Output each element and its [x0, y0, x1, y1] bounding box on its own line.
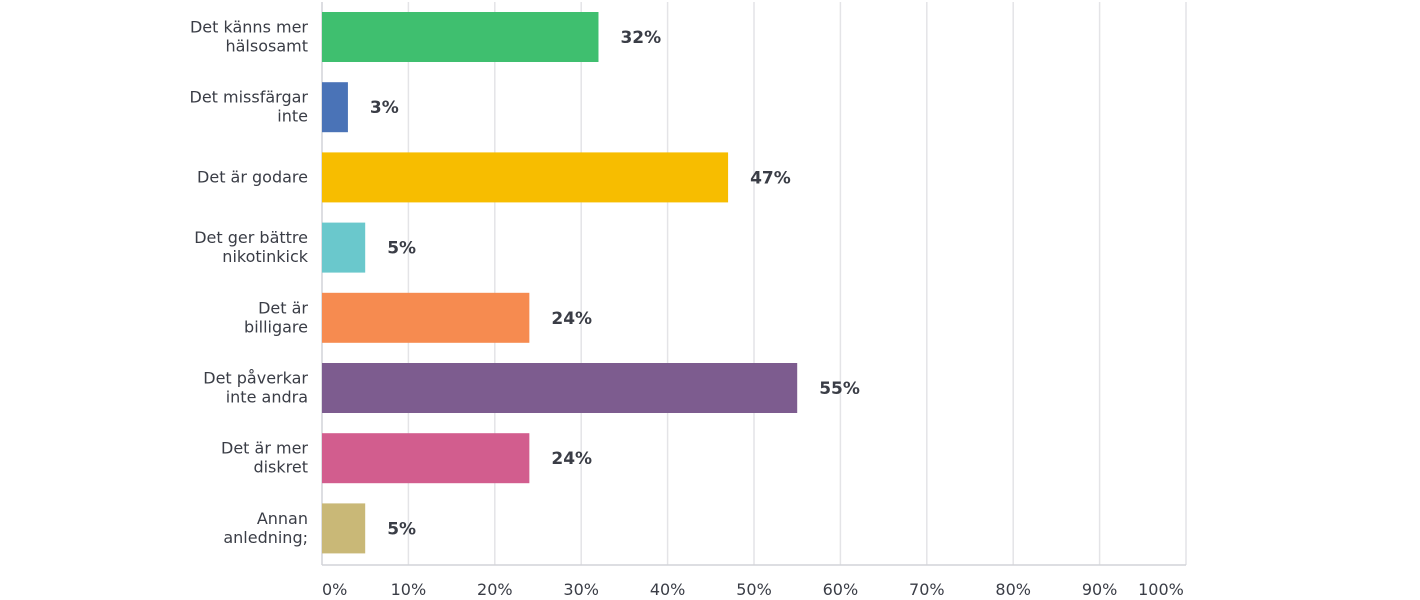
- value-label-4: 24%: [551, 309, 592, 329]
- category-label-line: Det är godare: [197, 167, 308, 186]
- value-label-3: 5%: [387, 239, 416, 259]
- bar-0: [322, 12, 599, 62]
- bar-4: [322, 292, 530, 343]
- category-label-line: anledning;: [223, 528, 308, 547]
- x-tick-label-90: 90%: [1082, 580, 1118, 599]
- category-label-line: billigare: [244, 317, 308, 336]
- bar-2: [322, 152, 729, 203]
- category-label-line: Det känns mer: [190, 18, 308, 37]
- x-tick-label-30: 30%: [563, 580, 599, 599]
- category-label-5: Det påverkar inte andra: [203, 369, 308, 407]
- value-label-1: 3%: [370, 98, 399, 118]
- bars: [322, 12, 798, 554]
- value-label-5: 55%: [819, 379, 860, 399]
- category-label-line: inte: [277, 107, 308, 126]
- x-tick-label-40: 40%: [650, 580, 686, 599]
- category-label-line: Det missfärgar: [190, 88, 309, 107]
- category-label-line: Det är: [258, 298, 308, 317]
- bar-1: [322, 82, 348, 133]
- bar-5: [322, 363, 798, 413]
- x-tick-label-100: 100%: [1138, 580, 1184, 599]
- category-label-line: Det ger bättre: [194, 228, 308, 247]
- category-label-line: inte andra: [226, 388, 308, 407]
- x-tick-labels: 0% 10% 20% 30% 40% 50% 60% 70% 80% 90% 100%: [322, 580, 1184, 599]
- category-label-1: Det missfärgar inte: [190, 88, 309, 126]
- value-label-7: 5%: [387, 519, 416, 539]
- value-labels: 32% 3% 47% 5% 24% 55% 24% 5%: [370, 28, 860, 539]
- x-tick-label-50: 50%: [736, 580, 772, 599]
- x-tick-label-80: 80%: [995, 580, 1031, 599]
- category-label-line: hälsosamt: [225, 37, 308, 56]
- x-tick-label-70: 70%: [909, 580, 945, 599]
- value-label-0: 32%: [620, 28, 661, 48]
- category-label-line: Det är mer: [221, 439, 308, 458]
- category-label-4: Det är billigare: [244, 298, 308, 336]
- x-tick-label-10: 10%: [391, 580, 427, 599]
- x-tick-label-60: 60%: [823, 580, 859, 599]
- category-label-6: Det är mer diskret: [221, 439, 308, 477]
- category-label-line: Det påverkar: [203, 369, 308, 388]
- category-label-7: Annan anledning;: [223, 509, 308, 547]
- value-label-2: 47%: [750, 168, 791, 188]
- category-label-line: nikotinkick: [222, 247, 308, 266]
- bar-7: [322, 503, 366, 554]
- category-label-3: Det ger bättre nikotinkick: [194, 228, 309, 266]
- category-label-line: diskret: [253, 458, 308, 477]
- x-tick-label-0: 0%: [322, 580, 347, 599]
- value-label-6: 24%: [551, 449, 592, 469]
- bar-3: [322, 222, 366, 273]
- bar-6: [322, 433, 530, 484]
- category-label-line: Annan: [257, 509, 308, 528]
- category-label-2: Det är godare: [197, 167, 308, 186]
- x-tick-label-20: 20%: [477, 580, 513, 599]
- category-label-0: Det känns mer hälsosamt: [190, 18, 308, 56]
